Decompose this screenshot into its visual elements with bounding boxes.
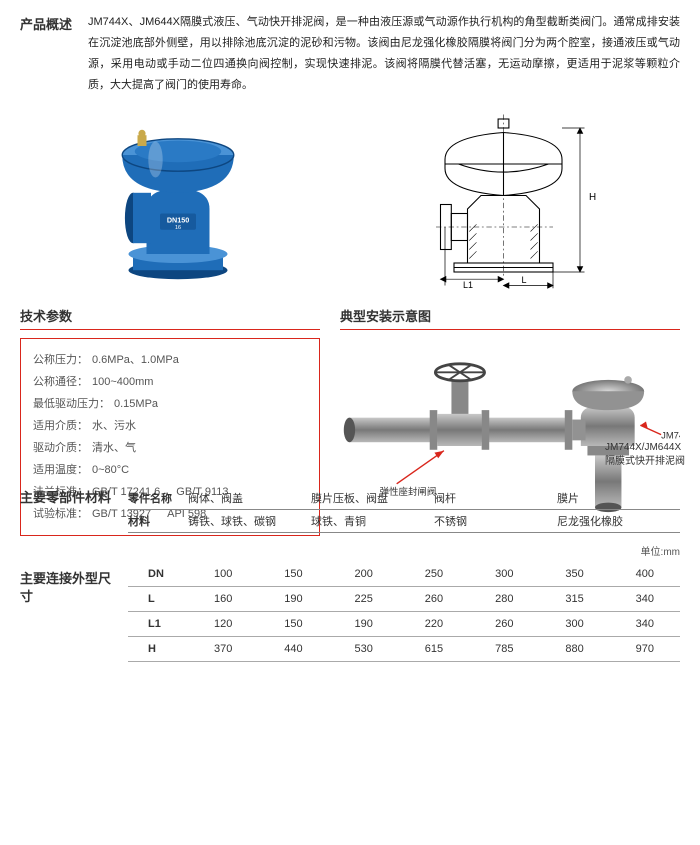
spec-val: 0.15MPa <box>114 393 158 415</box>
mat-col-header: 阀杆 <box>434 490 557 506</box>
spec-key: 驱动介质： <box>33 437 88 459</box>
dimensions-section: 主要连接外型尺寸 DN100150200250300350400L1601902… <box>20 562 680 662</box>
spec-row: 适用介质：水、污水 <box>33 415 307 437</box>
dim-row-label: DN <box>128 568 188 580</box>
dim-row: DN100150200250300350400 <box>128 562 680 587</box>
dim-cell: 350 <box>539 568 609 580</box>
dim-cell: 160 <box>188 593 258 605</box>
dim-row: H370440530615785880970 <box>128 637 680 662</box>
dim-cell: 615 <box>399 643 469 655</box>
dim-cell: 880 <box>539 643 609 655</box>
spec-row: 公称压力：0.6MPa、1.0MPa <box>33 349 307 371</box>
tech-params-title: 技术参数 <box>20 306 320 325</box>
dim-cell: 150 <box>258 568 328 580</box>
dim-row: L1120150190220260300340 <box>128 612 680 637</box>
svg-text:16: 16 <box>175 224 181 230</box>
dim-cell: 220 <box>399 618 469 630</box>
spec-key: 适用介质： <box>33 415 88 437</box>
spec-val: 水、污水 <box>92 415 136 437</box>
dim-cell: 120 <box>188 618 258 630</box>
spec-row: 适用温度：0~80°C <box>33 459 307 481</box>
dim-cell: 190 <box>258 593 328 605</box>
dim-cell: 340 <box>610 618 680 630</box>
dim-row-label: L1 <box>128 618 188 630</box>
product-images-row: DN150 16 <box>20 110 680 290</box>
dim-h-label: H <box>589 192 596 203</box>
overview-title: 产品概述 <box>20 12 72 96</box>
dim-cell: 530 <box>329 643 399 655</box>
dim-cell: 250 <box>399 568 469 580</box>
product-label-1: JM744X/JM644X <box>661 430 680 441</box>
install-col: 典型安装示意图 <box>340 306 680 577</box>
dim-cell: 370 <box>188 643 258 655</box>
install-title: 典型安装示意图 <box>340 306 680 325</box>
spec-key: 公称压力： <box>33 349 88 371</box>
spec-row: 最低驱动压力：0.15MPa <box>33 393 307 415</box>
dim-cell: 785 <box>469 643 539 655</box>
dim-cell: 970 <box>610 643 680 655</box>
mat-col-header: 膜片 <box>557 490 680 506</box>
technical-diagram: H L1 L <box>403 110 613 290</box>
mat-col-header: 阀体、阀盖 <box>188 490 311 506</box>
svg-text:DN150: DN150 <box>166 215 188 224</box>
product-label-block: JM744X/JM644X 隔膜式快开排泥阀 <box>605 441 700 469</box>
tech-params-col: 技术参数 公称压力：0.6MPa、1.0MPa公称通径：100~400mm最低驱… <box>20 306 320 577</box>
dimensions-title: 主要连接外型尺寸 <box>20 562 112 606</box>
spec-val: 0~80°C <box>92 459 129 481</box>
dimensions-table: DN100150200250300350400L1601902252602803… <box>128 562 680 662</box>
mat-cell: 铸铁、球铁、碳钢 <box>188 513 311 529</box>
mat-row-label: 材料 <box>128 513 188 529</box>
spec-val: 清水、气 <box>92 437 136 459</box>
dim-l1-label: L1 <box>463 280 473 290</box>
dim-cell: 300 <box>469 568 539 580</box>
spec-key: 最低驱动压力： <box>33 393 110 415</box>
dim-row: L160190225260280315340 <box>128 587 680 612</box>
spec-row: 驱动介质：清水、气 <box>33 437 307 459</box>
dim-cell: 150 <box>258 618 328 630</box>
dim-cell: 100 <box>188 568 258 580</box>
mat-cell: 尼龙强化橡胶 <box>557 513 680 529</box>
overview-section: 产品概述 JM744X、JM644X隔膜式液压、气动快开排泥阀，是一种由液压源或… <box>20 12 680 96</box>
spec-val: 100~400mm <box>92 371 153 393</box>
spec-key: 公称通径： <box>33 371 88 393</box>
dim-cell: 280 <box>469 593 539 605</box>
dim-row-label: H <box>128 643 188 655</box>
dim-cell: 440 <box>258 643 328 655</box>
mat-cell: 球铁、青铜 <box>311 513 434 529</box>
spec-key: 适用温度： <box>33 459 88 481</box>
dim-cell: 225 <box>329 593 399 605</box>
spec-key: 试验标准： <box>33 503 88 525</box>
divider <box>340 329 680 330</box>
spec-val: 0.6MPa、1.0MPa <box>92 349 179 371</box>
dim-cell: 200 <box>329 568 399 580</box>
product-label-line1: JM744X/JM644X <box>605 441 700 455</box>
dim-l-label: L <box>521 274 526 284</box>
dim-cell: 340 <box>610 593 680 605</box>
divider <box>20 329 320 330</box>
overview-description: JM744X、JM644X隔膜式液压、气动快开排泥阀，是一种由液压源或气动源作执… <box>88 12 680 96</box>
spec-row: 公称通径：100~400mm <box>33 371 307 393</box>
dim-cell: 260 <box>399 593 469 605</box>
mat-col-label: 零件名称 <box>128 490 188 506</box>
params-install-row: 技术参数 公称压力：0.6MPa、1.0MPa公称通径：100~400mm最低驱… <box>20 306 680 577</box>
product-label-line2: 隔膜式快开排泥阀 <box>605 455 700 469</box>
dim-cell: 300 <box>539 618 609 630</box>
mat-col-header: 膜片压板、阀盘 <box>311 490 434 506</box>
dim-cell: 260 <box>469 618 539 630</box>
dim-cell: 400 <box>610 568 680 580</box>
valve-photo: DN150 16 <box>88 110 268 290</box>
dim-cell: 190 <box>329 618 399 630</box>
materials-title: 主要零部件材料 <box>20 487 112 506</box>
dim-cell: 315 <box>539 593 609 605</box>
mat-cell: 不锈钢 <box>434 513 557 529</box>
materials-table: 零件名称阀体、阀盖膜片压板、阀盘阀杆膜片 材料铸铁、球铁、碳钢球铁、青铜不锈钢尼… <box>128 487 680 533</box>
dim-row-label: L <box>128 593 188 605</box>
